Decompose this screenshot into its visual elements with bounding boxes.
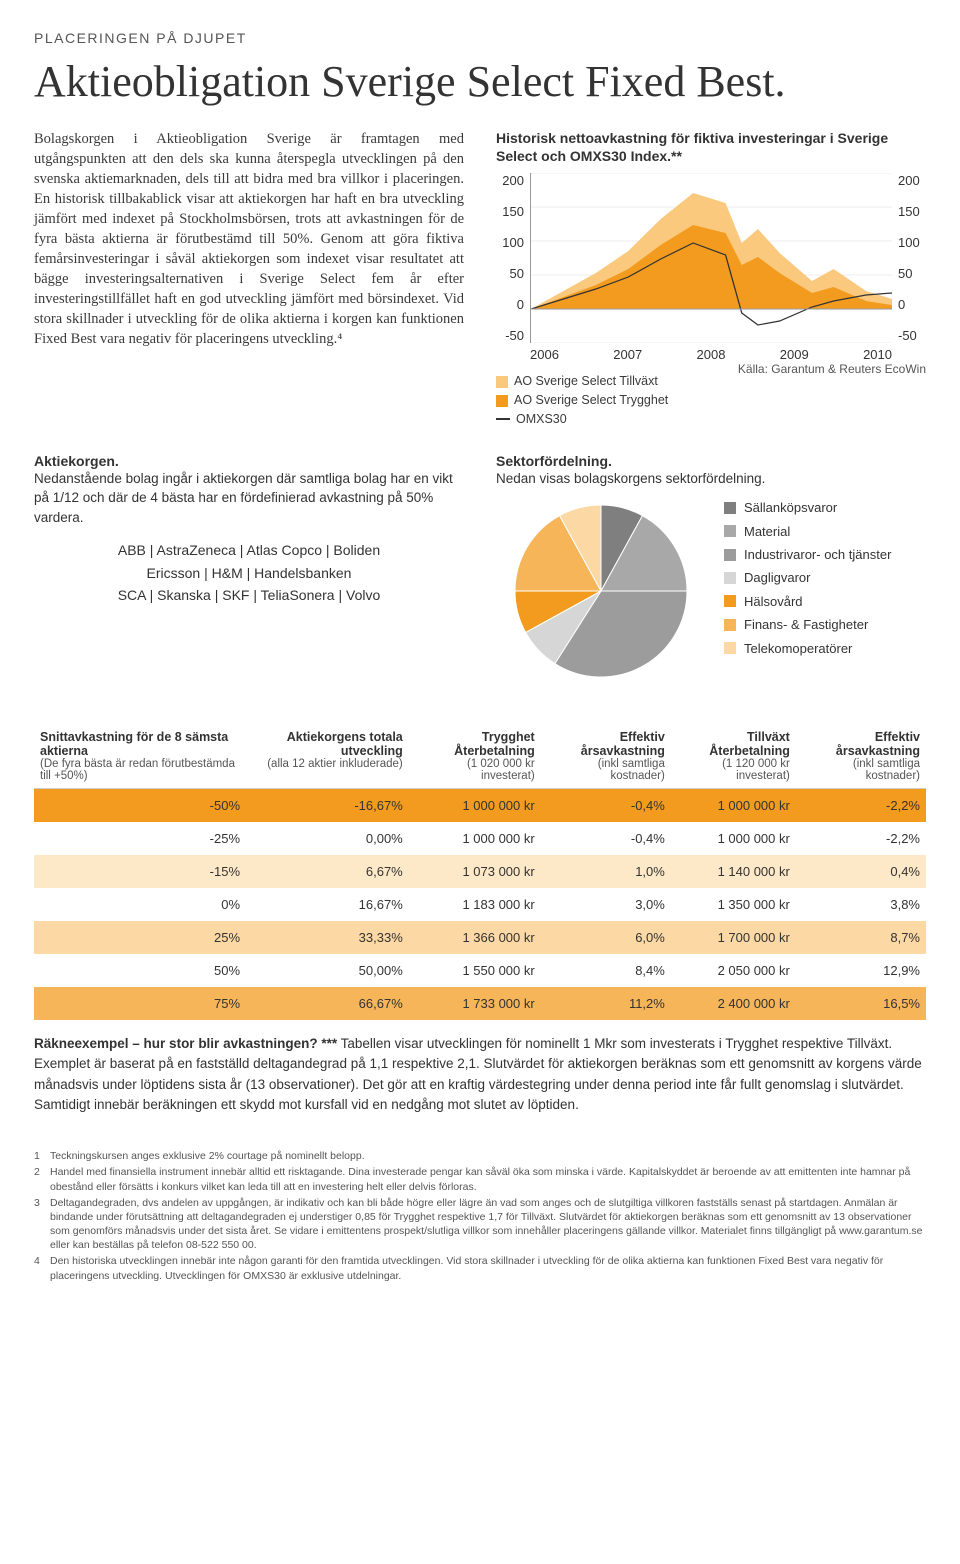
chart-title: Historisk nettoavkastning för fiktiva in… (496, 129, 926, 165)
kicker: PLACERINGEN PÅ DJUPET (34, 30, 926, 46)
table-row: -50%-16,67%1 000 000 kr-0,4%1 000 000 kr… (34, 789, 926, 823)
example-block: Räkneexempel – hur stor blir avkastninge… (34, 1034, 926, 1115)
row-intro: Bolagskorgen i Aktieobligation Sverige ä… (34, 129, 926, 429)
line-chart: 200150100500-50 200150100500-50 20062007… (496, 173, 926, 428)
page-title: Aktieobligation Sverige Select Fixed Bes… (34, 56, 926, 107)
pie-chart: SällanköpsvarorMaterialIndustrivaror- oc… (496, 496, 926, 686)
table-row: 75%66,67%1 733 000 kr11,2%2 400 000 kr16… (34, 987, 926, 1020)
sektor-hdr: Sektorfördelning. (496, 453, 612, 469)
scenario-table: Snittavkastning för de 8 sämsta aktierna… (34, 726, 926, 1020)
intro-body: Bolagskorgen i Aktieobligation Sverige ä… (34, 129, 464, 349)
aktiekorg-hdr: Aktiekorgen. (34, 453, 119, 469)
sektor-body: Nedan visas bolagskorgens sektorfördelni… (496, 469, 926, 489)
aktiekorg-body: Nedanstående bolag ingår i aktiekorgen d… (34, 469, 464, 528)
table-row: 25%33,33%1 366 000 kr6,0%1 700 000 kr8,7… (34, 921, 926, 954)
companies-list: ABB | AstraZeneca | Atlas Copco | Bolide… (34, 539, 464, 606)
table-row: 0%16,67%1 183 000 kr3,0%1 350 000 kr3,8% (34, 888, 926, 921)
row-korg-sektor: Aktiekorgen. Nedanstående bolag ingår i … (34, 453, 926, 687)
footnotes: 1Teckningskursen anges exklusive 2% cour… (34, 1149, 926, 1283)
chart-source: Källa: Garantum & Reuters EcoWin (738, 362, 926, 376)
table-row: -25%0,00%1 000 000 kr-0,4%1 000 000 kr-2… (34, 822, 926, 855)
example-hdr: Räkneexempel – hur stor blir avkastninge… (34, 1036, 337, 1051)
table-row: 50%50,00%1 550 000 kr8,4%2 050 000 kr12,… (34, 954, 926, 987)
table-row: -15%6,67%1 073 000 kr1,0%1 140 000 kr0,4… (34, 855, 926, 888)
